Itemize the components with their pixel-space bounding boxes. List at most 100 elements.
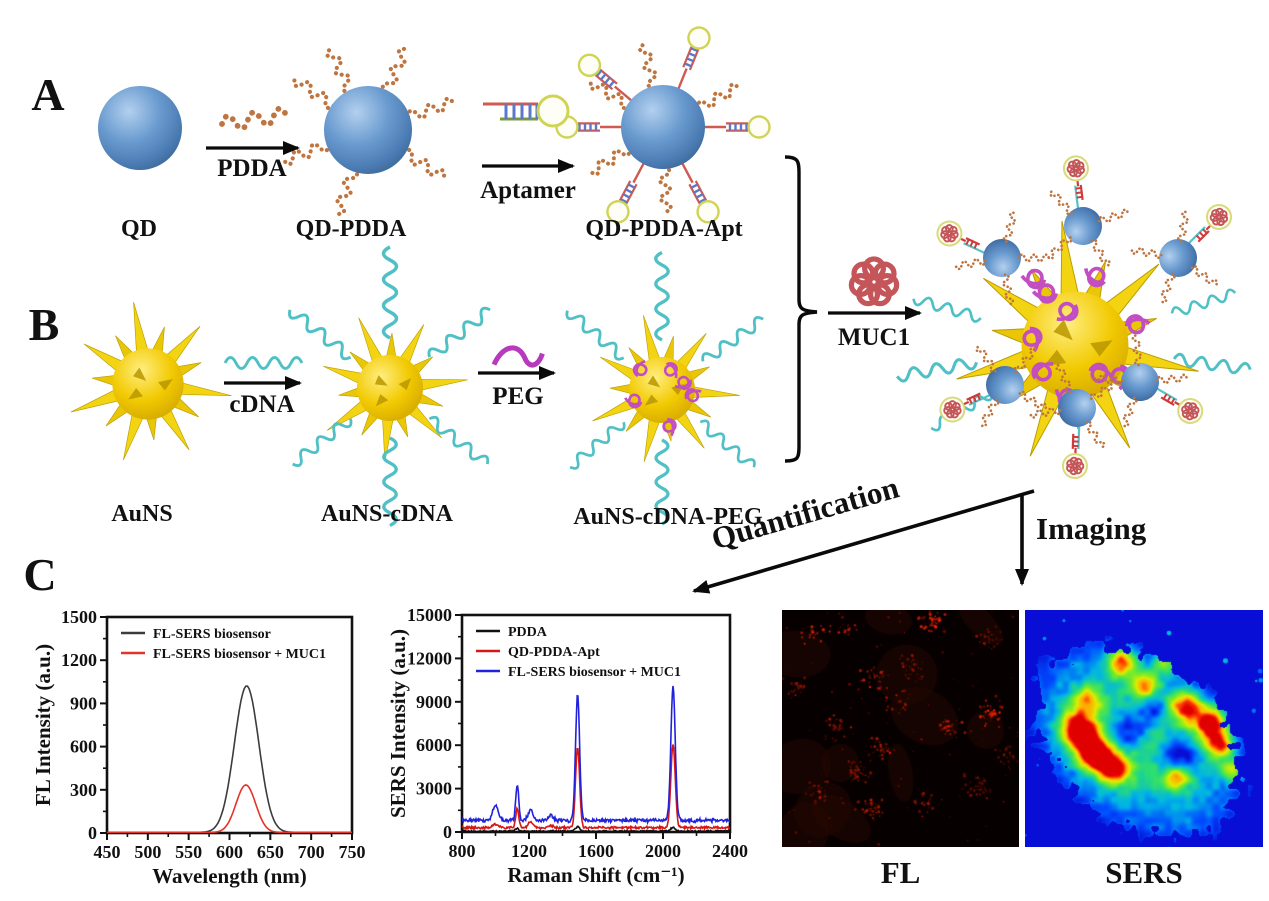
y-tick-label: 3000	[416, 779, 452, 799]
qd-sphere-body	[986, 366, 1024, 404]
pdda-polymer-icon	[694, 80, 743, 115]
x-tick-label: 450	[94, 842, 121, 862]
auns-star	[64, 295, 243, 475]
qd-satellite	[1028, 362, 1120, 479]
auns-cdna-particle	[285, 245, 495, 528]
qd-sphere-body	[98, 86, 182, 170]
pdda-reaction-arrow: PDDA	[206, 108, 300, 182]
pdda-polymer-icon	[1155, 373, 1189, 386]
duplex-connector-icon	[1187, 221, 1215, 249]
legend-label: PDDA	[508, 625, 548, 640]
pdda-polymer-icon	[381, 47, 411, 94]
aptamer-hairpin-icon	[483, 94, 570, 128]
pdda-polymer-icon	[332, 168, 358, 216]
cdna-strand-icon	[381, 245, 399, 340]
pdda-polymer-icon	[1087, 237, 1113, 269]
x-tick-label: 700	[298, 842, 325, 862]
pdda-polymer-icon	[1188, 263, 1220, 289]
panel-a-label: A	[31, 69, 64, 120]
pdda-polymer-icon	[1017, 253, 1051, 263]
qd-sphere-body	[324, 86, 412, 174]
x-tick-label: 2000	[645, 841, 681, 861]
series-pdda	[462, 825, 730, 832]
muc1-capped-loop-icon	[933, 218, 965, 250]
qd-satellite	[921, 210, 1051, 307]
y-tick-label: 1500	[61, 607, 97, 627]
qd-sphere-body	[1058, 389, 1096, 427]
pdda-polymer-icon	[325, 47, 355, 94]
assembled-biosensor	[894, 151, 1260, 488]
qd-sphere-body	[621, 85, 705, 169]
cdna-strand-icon	[894, 355, 980, 384]
peg-arrow-label: PEG	[492, 383, 543, 410]
duplex-connector-icon	[1071, 424, 1081, 457]
cdna-strand-icon	[654, 250, 670, 342]
auns-cdna-peg-particle	[562, 250, 768, 526]
cdna-strand-icon	[910, 292, 984, 325]
fl-microscopy-image	[782, 610, 1019, 847]
y-tick-label: 900	[70, 693, 97, 713]
duplex-connector-icon	[1073, 177, 1085, 210]
y-tick-label: 15000	[407, 605, 452, 625]
x-tick-label: 500	[134, 842, 161, 862]
pdda-polymer-icon	[586, 142, 634, 179]
pdda-polymer-icon	[221, 108, 287, 131]
pdda-polymer-icon	[1176, 209, 1191, 244]
legend-label: FL-SERS biosensor + MUC1	[153, 647, 326, 662]
cdna-reaction-arrow: cDNA	[223, 356, 304, 418]
pdda-polymer-icon	[1047, 187, 1076, 217]
auns-cdna-peg-label: AuNS-cDNA-PEG	[573, 504, 763, 530]
cdna-strand-icon	[288, 413, 356, 470]
y-tick-label: 600	[70, 737, 97, 757]
pdda-polymer-icon	[406, 97, 454, 122]
pdda-polymer-icon	[401, 148, 447, 182]
cdna-strand-icon	[698, 313, 768, 368]
muc1-arrow-label: MUC1	[838, 324, 910, 351]
fl-image-caption: FL	[880, 855, 921, 890]
series-fl-sers-biosensor-muc1	[462, 685, 730, 826]
qd-label: QD	[121, 216, 157, 242]
qd-satellite	[1129, 180, 1260, 305]
x-axis-title: Wavelength (nm)	[152, 864, 307, 888]
y-tick-label: 1200	[61, 650, 97, 670]
muc1-capped-loop-icon	[1174, 395, 1207, 428]
qd-sphere-body	[1064, 207, 1102, 245]
cdna-strand-icon	[1171, 351, 1253, 377]
scheme-canvas: A B C PDDA Aptamer	[23, 23, 1260, 600]
duplex-connector-icon	[957, 234, 988, 255]
aptamer-arrow-label: Aptamer	[480, 177, 576, 204]
y-tick-label: 0	[443, 822, 452, 842]
muc1-protein-icon	[851, 259, 896, 304]
pdda-polymer-icon	[977, 396, 1001, 429]
pdda-polymer-icon	[1096, 207, 1131, 226]
pdda-polymer-icon	[1001, 210, 1019, 244]
panel-c-label: C	[23, 549, 56, 600]
muc1-capped-loop-icon	[1063, 155, 1090, 182]
pdda-polymer-icon	[1157, 271, 1177, 305]
series-fl-sers-biosensor	[107, 685, 352, 833]
qd-pdda-label: QD-PDDA	[296, 216, 407, 242]
y-axis-title: FL Intensity (a.u.)	[31, 644, 55, 806]
cdna-strand-icon	[223, 356, 304, 370]
peg-reaction-arrow: PEG	[478, 348, 556, 410]
y-tick-label: 0	[88, 823, 97, 843]
pdda-polymer-icon	[1082, 419, 1107, 451]
pdda-polymer-icon	[282, 139, 330, 165]
qd-satellite	[922, 343, 1049, 429]
pdda-polymer-icon	[657, 164, 673, 215]
pdda-polymer-icon	[1129, 245, 1164, 260]
series-qd-pdda-apt	[462, 744, 730, 832]
qd-sphere-body	[983, 239, 1021, 277]
peg-chain-icon	[494, 348, 542, 365]
legend-label: FL-SERS biosensor	[153, 627, 271, 642]
auns-star-icon	[64, 295, 243, 475]
auns-cdna-label: AuNS-cDNA	[321, 501, 454, 527]
y-axis-title: SERS Intensity (a.u.)	[386, 629, 410, 818]
x-tick-label: 2400	[712, 841, 748, 861]
pdda-polymer-icon	[1119, 395, 1139, 429]
y-tick-label: 6000	[416, 735, 452, 755]
cdna-arrow-label: cDNA	[229, 391, 294, 418]
muc1-protein-icon	[851, 259, 896, 304]
qd-satellite	[1044, 151, 1131, 269]
